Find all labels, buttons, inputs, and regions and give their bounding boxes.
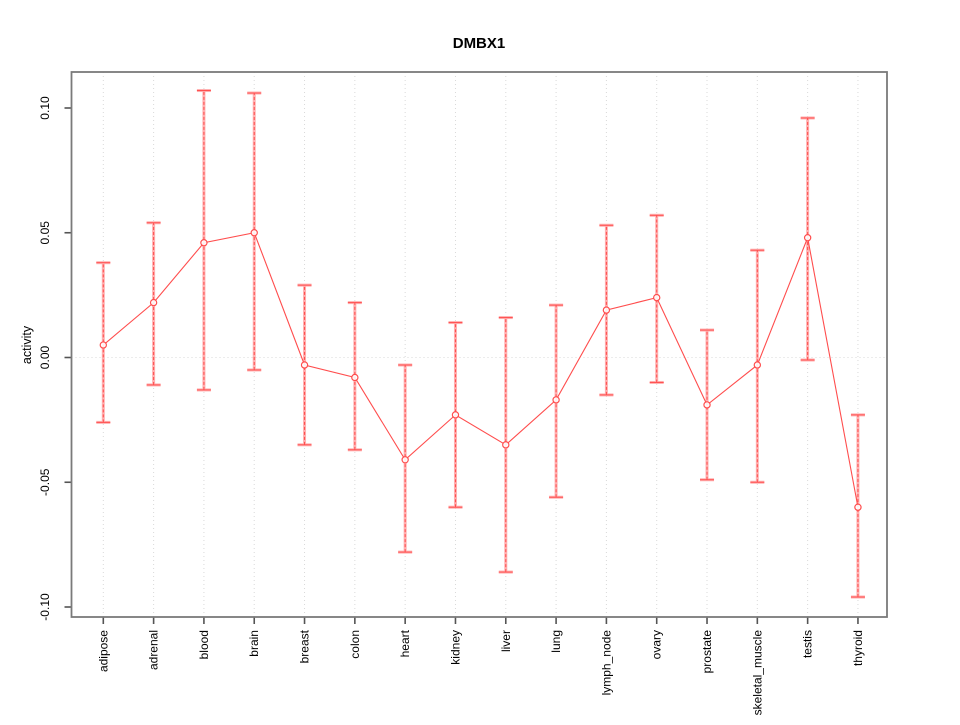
- x-tick-label-liver: liver: [499, 630, 513, 652]
- data-point-adipose: [99, 341, 108, 349]
- data-point-lymph_node: [602, 306, 611, 314]
- y-tick-label--0.05: -0.05: [38, 468, 52, 496]
- x-tick-label-skeletal_muscle: skeletal_muscle: [750, 630, 764, 716]
- data-point-heart: [401, 456, 409, 464]
- data-point-ovary: [653, 293, 661, 302]
- series-line-layer: [102, 232, 859, 508]
- y-tick-label-0.00: 0.00: [38, 345, 52, 369]
- data-point-prostate: [703, 401, 711, 409]
- x-tick-label-testis: testis: [801, 630, 815, 658]
- y-tick-label--0.10: -0.10: [38, 593, 52, 621]
- y-tick-label-0.10: 0.10: [38, 96, 52, 120]
- series-line-activity: [102, 232, 859, 508]
- data-point-layer: [99, 229, 862, 511]
- x-tick-label-lymph_node: lymph_node: [599, 630, 613, 696]
- grid-layer: [71, 72, 887, 617]
- y-tick-label-0.05: 0.05: [38, 221, 52, 245]
- data-point-breast: [300, 361, 309, 369]
- x-tick-label-brain: brain: [247, 630, 261, 657]
- data-point-kidney: [451, 411, 460, 419]
- data-point-adrenal: [149, 298, 158, 307]
- data-point-colon: [351, 373, 359, 382]
- x-tick-label-ovary: ovary: [650, 630, 664, 659]
- data-point-skeletal_muscle: [753, 361, 762, 369]
- x-tick-label-adrenal: adrenal: [147, 630, 161, 670]
- x-tick-label-adipose: adipose: [96, 630, 110, 672]
- x-tick-label-lung: lung: [549, 630, 563, 653]
- data-point-brain: [250, 229, 258, 237]
- error-bar-layer: [96, 89, 865, 599]
- x-tick-label-colon: colon: [348, 630, 362, 659]
- plot-frame: [70, 71, 888, 618]
- axis-layer: adipose adrenal blood brain breast colon heart…: [38, 96, 865, 715]
- data-point-thyroid: [854, 503, 862, 511]
- y-axis-title: activity: [20, 325, 34, 364]
- x-tick-label-prostate: prostate: [700, 630, 714, 674]
- x-tick-label-thyroid: thyroid: [851, 630, 865, 666]
- data-point-blood: [200, 239, 208, 247]
- x-tick-label-breast: breast: [298, 629, 312, 663]
- x-tick-label-heart: heart: [398, 629, 412, 657]
- chart-title: DMBX1: [453, 35, 506, 52]
- x-tick-label-kidney: kidney: [448, 630, 462, 665]
- x-tick-label-blood: blood: [197, 630, 211, 659]
- data-point-testis: [803, 234, 812, 242]
- data-point-liver: [502, 441, 510, 449]
- data-point-lung: [552, 396, 560, 404]
